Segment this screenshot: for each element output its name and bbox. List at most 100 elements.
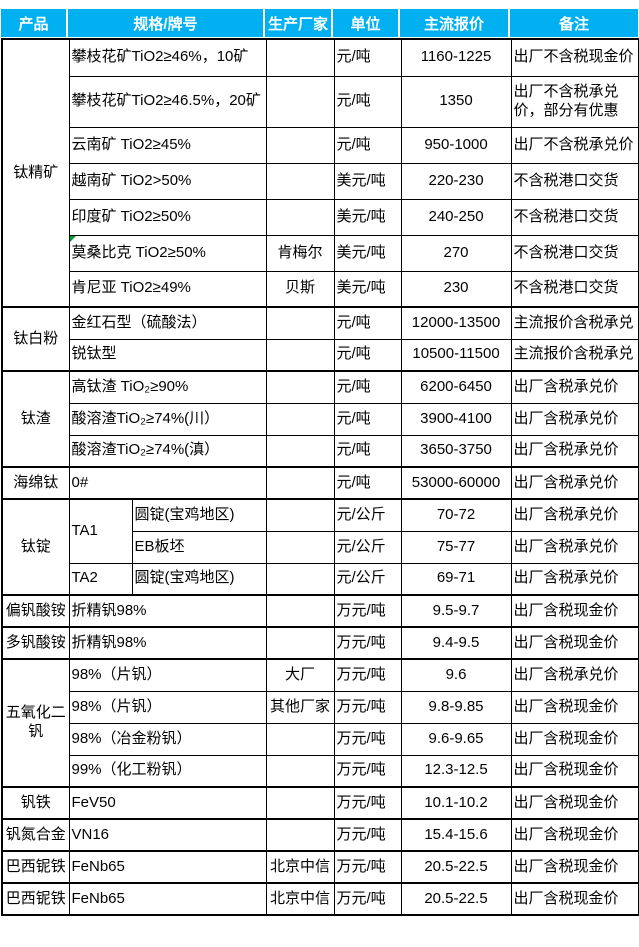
price-cell: 220-230 [400,162,512,200]
table-row: 钒氮合金 VN16 万元/吨 15.4-15.6 出厂含税现金价 [1,818,639,852]
col-header-price: 主流报价 [400,9,510,37]
note-cell: 出厂含税现金价 [510,818,639,852]
spec-cell: 高钛渣 TiO₂≥90% [68,370,267,404]
note-cell: 出厂含税现金价 [510,786,639,820]
note-cell: 出厂含税现金价 [510,754,639,788]
spec-cell: 0# [68,466,267,500]
price-table-body: 钛精矿 攀枝花矿TiO2≥46%，10矿 元/吨 1160-1225 出厂不含税… [1,38,639,916]
price-cell: 1160-1225 [400,38,512,77]
unit-cell: 元/吨 [333,338,402,372]
manufacturer-cell: 大厂 [265,658,335,692]
note-cell: 出厂含税现金价 [510,690,639,724]
manufacturer-cell [265,722,335,756]
table-row: 酸溶渣TiO₂≥74%(滇） 元/吨 3650-3750 出厂含税承兑价 [2,434,639,468]
price-cell: 3900-4100 [400,402,512,436]
unit-cell: 元/吨 [333,75,402,128]
note-cell: 出厂含税承兑价 [510,466,639,500]
price-cell: 69-71 [400,562,512,596]
table-row: 98%（冶金粉钒） 万元/吨 9.6-9.65 出厂含税现金价 [2,722,639,756]
product-cell: 钒氮合金 [1,818,70,852]
price-cell: 9.4-9.5 [400,626,512,660]
manufacturer-cell [265,626,335,660]
price-cell: 75-77 [400,530,512,564]
note-cell: 出厂含税承兑价 [510,370,639,404]
comment-marker-icon [70,236,76,242]
manufacturer-cell [265,38,335,77]
manufacturer-cell: 其他厂家 [265,690,335,724]
table-row: 钛锭 TA1 圆锭(宝鸡地区) 元/公斤 70-72 出厂含税承兑价 [1,498,639,596]
product-cell: 巴西铌铁 [1,882,70,916]
unit-cell: 万元/吨 [333,754,402,788]
product-cell: 海绵钛 [1,466,70,500]
unit-cell: 万元/吨 [333,818,402,852]
note-cell: 不含税港口交货 [510,234,639,272]
unit-cell: 元/公斤 [333,498,402,532]
price-cell: 9.6-9.65 [400,722,512,756]
manufacturer-cell: 北京中信 [265,850,335,884]
price-cell: 9.8-9.85 [400,690,512,724]
note-cell: 出厂含税承兑价 [510,562,639,596]
table-row: 偏钒酸铵 折精钒98% 万元/吨 9.5-9.7 出厂含税现金价 [1,594,639,628]
manufacturer-cell [265,530,335,564]
spec-cell: 云南矿 TiO2≥45% [68,126,267,164]
manufacturer-cell: 贝斯 [265,270,335,308]
unit-cell: 元/吨 [333,402,402,436]
price-cell: 3650-3750 [400,434,512,468]
price-cell: 9.6 [400,658,512,692]
manufacturer-cell [265,402,335,436]
table-row: 攀枝花矿TiO2≥46.5%，20矿 元/吨 1350 出厂不含税承兑价，部分有… [2,75,639,128]
note-cell: 主流报价含税承兑 [510,338,639,372]
note-cell: 不含税港口交货 [510,198,639,236]
manufacturer-cell [265,754,335,788]
spec-cell: 攀枝花矿TiO2≥46.5%，20矿 [68,75,267,128]
table-row: 99%（化工粉钒） 万元/吨 12.3-12.5 出厂含税现金价 [2,754,639,788]
manufacturer-cell: 肯梅尔 [265,234,335,272]
spec-cell: 印度矿 TiO2≥50% [68,198,267,236]
product-cell: 巴西铌铁 [1,850,70,884]
price-cell: 15.4-15.6 [400,818,512,852]
note-cell: 不含税港口交货 [510,162,639,200]
table-row: 海绵钛 0# 元/吨 53000-60000 出厂含税承兑价 [1,466,639,500]
table-row: 巴西铌铁 FeNb65 北京中信 万元/吨 20.5-22.5 出厂含税现金价 [1,882,639,916]
unit-cell: 元/吨 [333,370,402,404]
product-cell: 钛锭 [1,498,70,596]
manufacturer-cell: 北京中信 [265,882,335,916]
manufacturer-cell [265,338,335,372]
price-cell: 9.5-9.7 [400,594,512,628]
product-cell: 偏钒酸铵 [1,594,70,628]
spec-cell: 98%（片钒） [68,658,267,692]
manufacturer-cell [265,162,335,200]
price-cell: 20.5-22.5 [400,882,512,916]
table-row: 钛精矿 攀枝花矿TiO2≥46%，10矿 元/吨 1160-1225 出厂不含税… [1,38,639,308]
note-cell: 出厂不含税承兑价 [510,126,639,164]
note-cell: 出厂含税现金价 [510,722,639,756]
table-row: 莫桑比克 TiO2≥50% 肯梅尔 美元/吨 270 不含税港口交货 [2,234,639,272]
unit-cell: 万元/吨 [333,658,402,692]
unit-cell: 万元/吨 [333,722,402,756]
spec-cell: 酸溶渣TiO₂≥74%(川） [68,402,267,436]
col-header-unit: 单位 [333,9,400,37]
product-cell: 多钒酸铵 [1,626,70,660]
note-cell: 主流报价含税承兑 [510,306,639,340]
manufacturer-cell [265,466,335,500]
table-row: 印度矿 TiO2≥50% 美元/吨 240-250 不含税港口交货 [2,198,639,236]
note-cell: 出厂不含税承兑价，部分有优惠 [510,75,639,128]
col-header-note: 备注 [510,9,638,37]
spec-cell: 98%（片钒） [68,690,267,724]
spec-cell: 99%（化工粉钒） [68,754,267,788]
note-cell: 出厂含税现金价 [510,626,639,660]
note-cell: 出厂含税承兑价 [510,434,639,468]
product-cell: 钛渣 [1,370,70,468]
unit-cell: 万元/吨 [333,882,402,916]
table-header-row: 产品 规格/牌号 生产厂家 单位 主流报价 备注 [1,9,638,37]
unit-cell: 万元/吨 [333,786,402,820]
table-row: 肯尼亚 TiO2≥49% 贝斯 美元/吨 230 不含税港口交货 [2,270,639,308]
note-cell: 出厂含税承兑价 [510,498,639,532]
note-cell: 出厂不含税现金价 [510,38,639,77]
price-cell: 230 [400,270,512,308]
manufacturer-cell [265,306,335,340]
col-header-manufacturer: 生产厂家 [265,9,333,37]
unit-cell: 元/吨 [333,126,402,164]
unit-cell: 万元/吨 [333,850,402,884]
note-cell: 出厂含税现金价 [510,850,639,884]
